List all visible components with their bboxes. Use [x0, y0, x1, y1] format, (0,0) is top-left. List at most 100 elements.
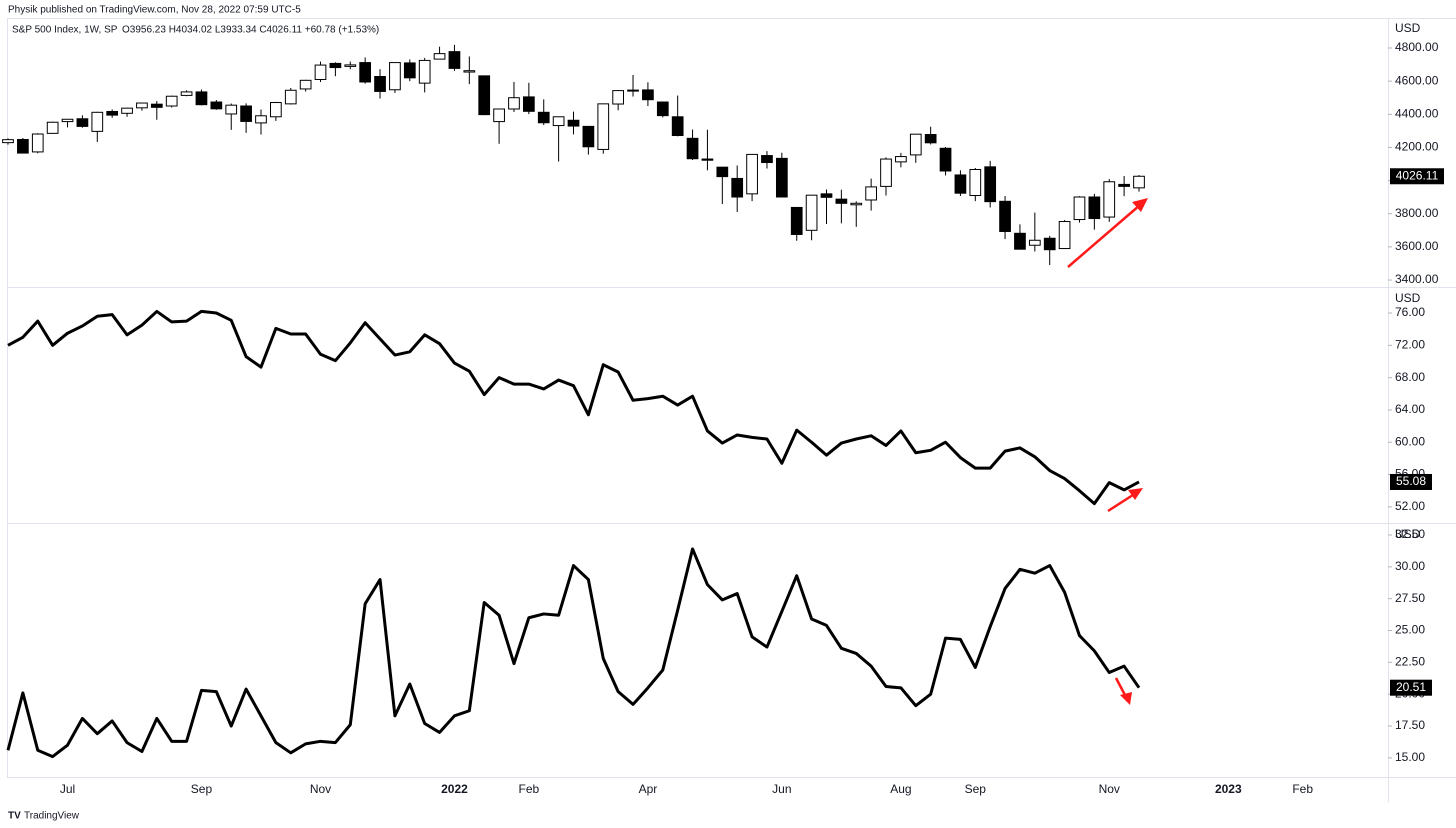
- candle-body: [552, 116, 565, 127]
- candle-body: [31, 133, 44, 153]
- candle-body: [46, 121, 59, 134]
- candle-body: [1088, 196, 1101, 220]
- arrow: [1067, 204, 1141, 268]
- candle-body: [403, 62, 416, 79]
- candle-body: [969, 168, 982, 197]
- y-tick-label: 64.00: [1395, 402, 1425, 416]
- candle-body: [642, 89, 654, 101]
- arrow: [1114, 677, 1128, 698]
- candle-body: [165, 95, 178, 107]
- x-tick-label: 2022: [441, 782, 468, 796]
- candle-body: [478, 75, 491, 116]
- chart-title: S&P 500 Index, 1W, SP: [12, 25, 118, 36]
- candle-body: [909, 133, 922, 156]
- candle-body: [106, 110, 119, 116]
- x-tick-label: Nov: [310, 782, 331, 796]
- candle-body: [567, 119, 580, 127]
- candle-body: [984, 166, 997, 203]
- y-tick-label: 4600.00: [1395, 73, 1439, 87]
- x-tick-label: 2023: [1215, 782, 1242, 796]
- candle-body: [284, 89, 297, 105]
- last-value-label: 55.08: [1396, 474, 1426, 488]
- arrow-head: [1132, 198, 1148, 212]
- candle-body: [537, 111, 550, 124]
- candle-body: [493, 108, 505, 123]
- y-tick-label: 15.00: [1395, 750, 1425, 764]
- candle-body: [299, 79, 312, 90]
- y-tick-label: 3600.00: [1395, 239, 1439, 253]
- candle-body: [761, 155, 773, 164]
- candle-body: [939, 147, 952, 172]
- x-tick-label: Jun: [772, 782, 791, 796]
- x-tick-label: Nov: [1099, 782, 1120, 796]
- last-value-label: 4026.11: [1396, 168, 1439, 182]
- y-tick-label: 76.00: [1395, 305, 1425, 319]
- candle-body: [701, 158, 714, 161]
- y-tick-label: 4800.00: [1395, 40, 1439, 54]
- candle-body: [1043, 237, 1056, 251]
- last-value-box: [1390, 168, 1444, 185]
- x-tick-label: Sep: [191, 782, 213, 796]
- candle-body: [671, 116, 684, 137]
- candle-body: [91, 111, 104, 132]
- logo: TV: [8, 811, 21, 822]
- line-series: [6, 547, 1141, 759]
- candle-body: [329, 62, 342, 69]
- candle-body: [1103, 181, 1116, 218]
- y-tick-label: 30.00: [1395, 559, 1425, 573]
- candle-body: [880, 158, 892, 187]
- candle-body: [150, 103, 163, 108]
- y-axis-label: USD: [1395, 21, 1421, 35]
- candle-body: [255, 115, 267, 124]
- header: Physik published on TradingView.com, Nov…: [8, 5, 301, 16]
- candle-body: [359, 62, 372, 83]
- candle-body: [820, 193, 833, 198]
- arrow-head: [1120, 692, 1132, 705]
- candle-body: [121, 107, 133, 114]
- candle-body: [2, 139, 14, 144]
- candle-body: [850, 202, 863, 206]
- arrow: [1107, 491, 1137, 513]
- candle-body: [448, 51, 461, 69]
- y-axis-label: USD: [1395, 527, 1421, 541]
- candle-body: [76, 118, 89, 127]
- y-tick-label: 60.00: [1395, 434, 1425, 448]
- candle-body: [775, 157, 788, 198]
- x-tick-label: Sep: [965, 782, 987, 796]
- candle-body: [1133, 175, 1145, 189]
- candle-body: [374, 76, 386, 92]
- candle-body: [895, 156, 907, 163]
- y-tick-label: 52.00: [1395, 499, 1425, 513]
- candle-body: [954, 174, 967, 194]
- candle-body: [746, 153, 758, 195]
- candle-body: [180, 91, 193, 96]
- candle-body: [731, 177, 744, 198]
- candle-body: [389, 62, 401, 91]
- x-tick-label: Jul: [60, 782, 75, 796]
- candle-body: [136, 102, 148, 109]
- candle-body: [225, 104, 238, 115]
- candle-body: [463, 70, 476, 73]
- y-tick-label: 17.50: [1395, 718, 1425, 732]
- x-tick-label: Apr: [639, 782, 658, 796]
- candle-body: [195, 91, 208, 106]
- candle-body: [508, 97, 520, 110]
- last-value-label: 20.51: [1396, 680, 1426, 694]
- footer: TradingView: [24, 811, 80, 822]
- y-tick-label: 68.00: [1395, 370, 1425, 384]
- last-value-box: [1390, 679, 1432, 696]
- y-tick-label: 27.50: [1395, 591, 1425, 605]
- y-tick-label: 25.00: [1395, 623, 1425, 637]
- candle-body: [433, 53, 446, 60]
- candle-body: [1028, 239, 1041, 246]
- ohlc-legend: O3956.23 H4034.02 L3933.34 C4026.11 +60.…: [122, 25, 379, 36]
- candle-body: [597, 103, 610, 150]
- candle-body: [522, 96, 535, 112]
- candle-body: [716, 166, 729, 178]
- y-tick-label: 4400.00: [1395, 106, 1439, 120]
- y-tick-label: 3400.00: [1395, 272, 1439, 286]
- candle-body: [656, 101, 669, 117]
- candle-body: [582, 125, 595, 148]
- candle-body: [835, 198, 848, 204]
